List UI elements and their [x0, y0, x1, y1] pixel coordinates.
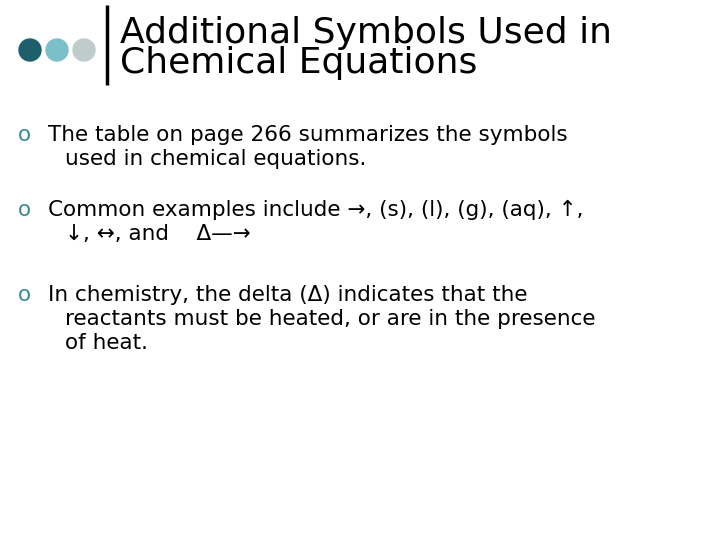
Text: o: o	[18, 125, 31, 145]
Circle shape	[46, 39, 68, 61]
Text: o: o	[18, 285, 31, 305]
Text: ↓, ↔, and    Δ—→: ↓, ↔, and Δ—→	[65, 224, 251, 244]
Text: used in chemical equations.: used in chemical equations.	[65, 149, 366, 169]
Circle shape	[19, 39, 41, 61]
Text: Common examples include →, (s), (l), (g), (aq), ↑,: Common examples include →, (s), (l), (g)…	[48, 200, 583, 220]
Circle shape	[73, 39, 95, 61]
Text: o: o	[18, 200, 31, 220]
Text: reactants must be heated, or are in the presence: reactants must be heated, or are in the …	[65, 309, 595, 329]
Text: The table on page 266 summarizes the symbols: The table on page 266 summarizes the sym…	[48, 125, 567, 145]
Text: Additional Symbols Used in: Additional Symbols Used in	[120, 16, 612, 50]
Text: In chemistry, the delta (Δ) indicates that the: In chemistry, the delta (Δ) indicates th…	[48, 285, 528, 305]
Text: Chemical Equations: Chemical Equations	[120, 46, 477, 80]
Text: of heat.: of heat.	[65, 333, 148, 353]
